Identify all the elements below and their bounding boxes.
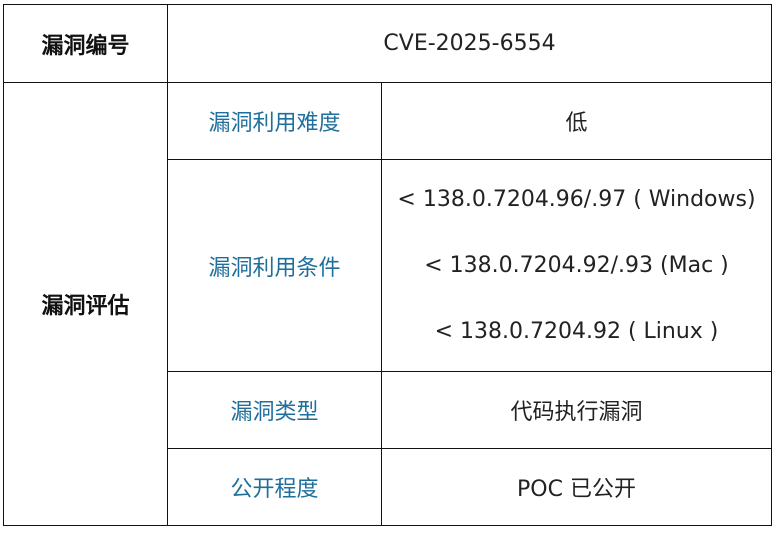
difficulty-value: 低	[381, 82, 772, 160]
conditions-label: 漏洞利用条件	[167, 159, 382, 372]
table-row: 公开程度 POC 已公开	[4, 448, 772, 526]
condition-linux: < 138.0.7204.92 ( Linux )	[434, 318, 719, 344]
conditions-value: < 138.0.7204.96/.97 ( Windows) < 138.0.7…	[381, 159, 772, 372]
vuln-id-label: 漏洞编号	[3, 4, 168, 83]
condition-mac: < 138.0.7204.92/.93 (Mac )	[424, 252, 729, 278]
table-row: 漏洞利用条件 < 138.0.7204.96/.97 ( Windows) < …	[4, 159, 772, 372]
difficulty-label: 漏洞利用难度	[167, 82, 382, 160]
vuln-id-value: CVE-2025-6554	[167, 4, 772, 83]
disclosure-label: 公开程度	[167, 448, 382, 526]
disclosure-value: POC 已公开	[381, 448, 772, 526]
condition-windows: < 138.0.7204.96/.97 ( Windows)	[397, 186, 756, 212]
type-value: 代码执行漏洞	[381, 371, 772, 449]
type-label: 漏洞类型	[167, 371, 382, 449]
table-row: 漏洞评估 漏洞利用难度 低	[3, 82, 772, 526]
table-row: 漏洞编号 CVE-2025-6554	[3, 4, 772, 83]
vulnerability-table: 漏洞编号 CVE-2025-6554 漏洞评估 漏洞利用难度 低 漏洞利用条件 …	[3, 4, 772, 526]
assessment-label: 漏洞评估	[3, 82, 168, 526]
